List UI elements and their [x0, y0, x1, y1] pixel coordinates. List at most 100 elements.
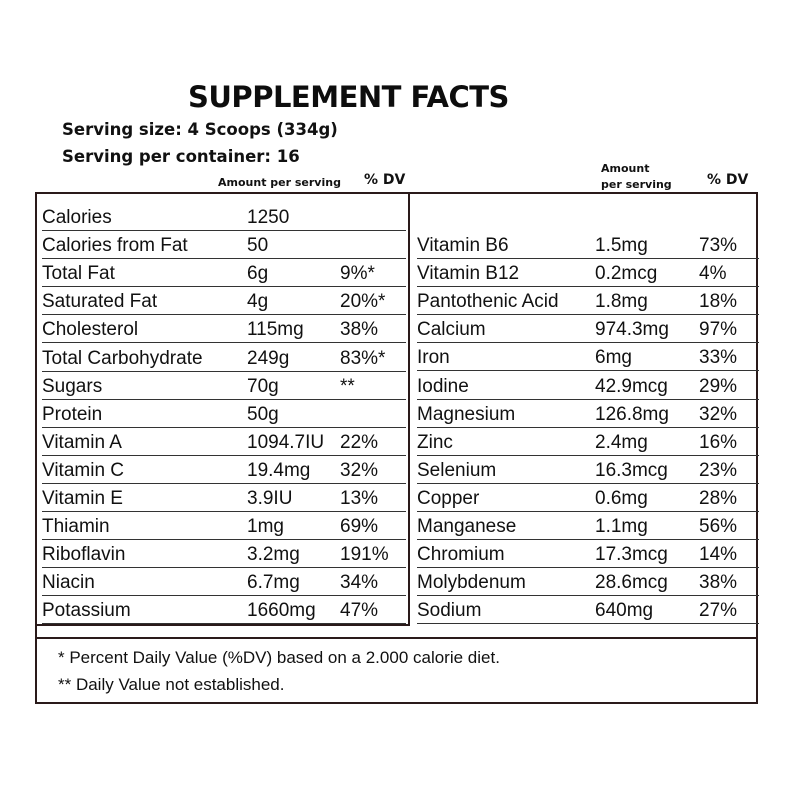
- nutrient-dv: 22%: [340, 431, 379, 453]
- page-title: SUPPLEMENT FACTS: [188, 80, 509, 114]
- nutrient-row: Cholesterol 115mg 38%: [42, 315, 406, 344]
- nutrient-row: Iron 6mg 33%: [417, 343, 759, 372]
- nutrient-amount: 0.2mcg: [595, 263, 658, 285]
- nutrient-dv: 13%: [340, 488, 379, 509]
- nutrient-row: Niacin 6.7mg 34%: [42, 568, 406, 597]
- nutrient-amount: 126.8mg: [595, 403, 669, 425]
- nutrient-dv: 32%: [340, 459, 379, 481]
- nutrient-dv: 69%: [340, 516, 379, 538]
- nutrient-dv: 9%*: [340, 263, 375, 285]
- nutrient-row: Iodine 42.9mcg 29%: [417, 372, 759, 400]
- nutrient-row: Calories 1250: [42, 203, 406, 231]
- nutrient-row: Potassium 1660mg 47%: [42, 596, 406, 625]
- nutrient-amount: 249g: [247, 347, 290, 369]
- nutrient-dv: 56%: [699, 516, 738, 537]
- nutrient-amount: 17.3mcg: [595, 544, 668, 566]
- left-section-border: [35, 192, 410, 626]
- nutrient-name: Magnesium: [417, 403, 516, 425]
- nutrient-name: Calories from Fat: [42, 235, 188, 257]
- nutrient-amount: 6.7mg: [247, 572, 300, 594]
- nutrient-amount: 3.2mg: [247, 544, 300, 566]
- nutrient-row: Manganese 1.1mg 56%: [417, 512, 759, 540]
- nutrient-name: Sugars: [42, 375, 103, 397]
- nutrient-amount: 19.4mg: [247, 459, 311, 481]
- nutrient-name: Manganese: [417, 516, 517, 537]
- nutrient-amount: 16.3mcg: [595, 459, 668, 481]
- nutrient-amount: 0.6mg: [595, 487, 648, 509]
- facts-outer-border: [35, 192, 758, 704]
- nutrient-name: Calories: [42, 207, 112, 228]
- nutrient-name: Riboflavin: [42, 544, 126, 566]
- nutrient-amount: 2.4mg: [595, 431, 648, 453]
- nutrient-row: Calcium 974.3mg 97%: [417, 315, 759, 344]
- nutrient-dv: 16%: [699, 431, 738, 453]
- nutrient-amount: 4g: [247, 291, 269, 313]
- left-amount-header: Amount per serving: [218, 176, 341, 189]
- nutrient-amount: 1mg: [247, 516, 284, 538]
- nutrient-dv: 29%: [699, 375, 738, 397]
- nutrient-name: Copper: [417, 487, 480, 509]
- right-amount-header-line2: per serving: [601, 178, 672, 191]
- nutrient-amount: 640mg: [595, 600, 654, 622]
- serving-size: Serving size: 4 Scoops (334g): [62, 120, 338, 139]
- nutrient-name: Iron: [417, 347, 450, 369]
- nutrient-row: Thiamin 1mg 69%: [42, 512, 406, 541]
- nutrient-name: Pantothenic Acid: [417, 291, 559, 313]
- footnote-not-established: ** Daily Value not established.: [58, 675, 285, 694]
- nutrient-row: Copper 0.6mg 28%: [417, 484, 759, 512]
- nutrient-row: Pantothenic Acid 1.8mg 18%: [417, 287, 759, 316]
- nutrient-row: Vitamin B6 1.5mg 73%: [417, 231, 759, 259]
- nutrient-dv: 47%: [340, 600, 379, 622]
- nutrient-dv: 38%: [340, 319, 379, 341]
- nutrient-name: Chromium: [417, 544, 505, 566]
- nutrient-dv: 73%: [699, 235, 738, 256]
- nutrient-name: Molybdenum: [417, 572, 526, 594]
- nutrient-amount: 42.9mcg: [595, 375, 668, 397]
- nutrient-row: Sodium 640mg 27%: [417, 596, 759, 625]
- nutrient-name: Total Carbohydrate: [42, 347, 203, 369]
- nutrient-dv: 23%: [699, 459, 738, 481]
- servings-per-container: Serving per container: 16: [62, 147, 300, 166]
- nutrient-name: Selenium: [417, 459, 497, 481]
- nutrient-row: Zinc 2.4mg 16%: [417, 428, 759, 456]
- right-dv-header: % DV: [707, 172, 749, 188]
- nutrient-row: Total Carbohydrate 249g 83%*: [42, 344, 406, 372]
- nutrient-row: Sugars 70g **: [42, 372, 406, 400]
- nutrient-amount: 70g: [247, 375, 279, 397]
- nutrient-row: Vitamin E 3.9IU 13%: [42, 484, 406, 512]
- nutrient-dv: 14%: [699, 544, 738, 566]
- nutrient-dv: 4%: [699, 263, 727, 285]
- nutrient-amount: 115mg: [247, 319, 304, 341]
- nutrient-amount: 1.5mg: [595, 235, 648, 256]
- nutrient-amount: 28.6mcg: [595, 572, 668, 594]
- nutrient-name: Iodine: [417, 375, 469, 397]
- nutrient-row: Molybdenum 28.6mcg 38%: [417, 568, 759, 597]
- nutrient-name: Zinc: [417, 431, 453, 453]
- nutrient-amount: 1.8mg: [595, 291, 648, 313]
- nutrient-row: Calories from Fat 50: [42, 231, 406, 260]
- nutrient-dv: 28%: [699, 487, 738, 509]
- nutrient-amount: 6g: [247, 263, 269, 285]
- nutrient-row: Vitamin C 19.4mg 32%: [42, 456, 406, 484]
- nutrient-amount: 50: [247, 235, 269, 257]
- nutrient-name: Total Fat: [42, 263, 115, 285]
- nutrient-dv: 18%: [699, 291, 738, 313]
- nutrient-name: Saturated Fat: [42, 291, 158, 313]
- nutrient-dv: 191%: [340, 544, 389, 566]
- nutrient-name: Sodium: [417, 600, 482, 622]
- nutrient-dv: 34%: [340, 572, 379, 594]
- nutrient-amount: 1660mg: [247, 600, 316, 622]
- nutrient-name: Potassium: [42, 600, 131, 622]
- nutrient-name: Vitamin E: [42, 488, 123, 509]
- nutrient-amount: 1.1mg: [595, 516, 648, 537]
- nutrient-row: Vitamin B12 0.2mcg 4%: [417, 259, 759, 288]
- nutrient-amount: 1250: [247, 207, 290, 228]
- nutrient-dv: 32%: [699, 403, 738, 425]
- nutrient-dv: 83%*: [340, 347, 386, 369]
- nutrient-row: Magnesium 126.8mg 32%: [417, 400, 759, 428]
- nutrient-name: Niacin: [42, 572, 95, 594]
- nutrient-dv: 97%: [699, 319, 738, 341]
- nutrient-row: Saturated Fat 4g 20%*: [42, 287, 406, 316]
- nutrient-row: Protein 50g: [42, 400, 406, 428]
- nutrient-dv: 27%: [699, 600, 738, 622]
